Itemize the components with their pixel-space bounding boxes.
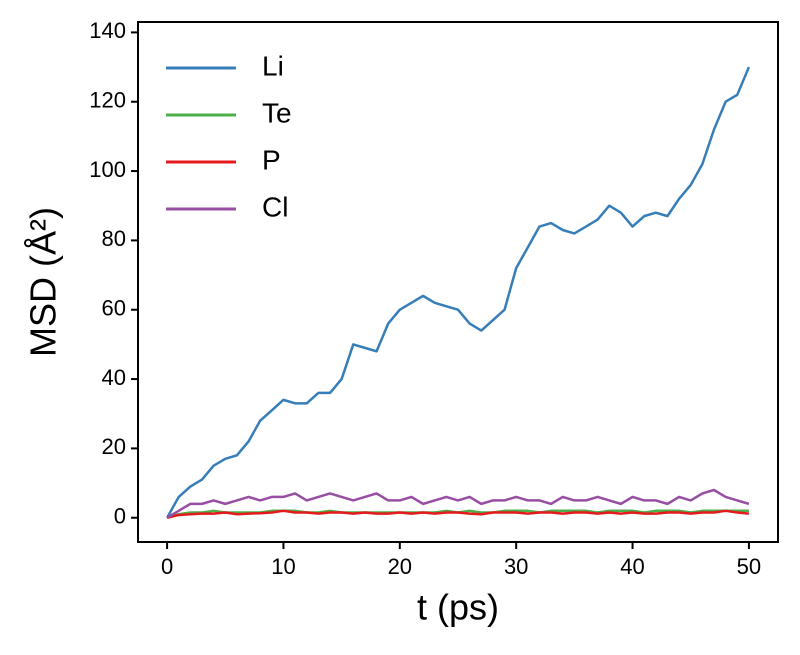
x-tick-label: 30 [504, 554, 528, 579]
x-tick-label: 10 [271, 554, 295, 579]
series-line [166, 509, 750, 519]
y-tick-label: 60 [102, 296, 126, 321]
series-line [166, 66, 751, 519]
x-tick-label: 20 [388, 554, 412, 579]
y-tick-label: 140 [89, 18, 126, 43]
y-axis-label: MSD (Å²) [23, 207, 64, 357]
x-tick-label: 0 [161, 554, 173, 579]
series-line [166, 488, 750, 519]
x-axis-label: t (ps) [417, 587, 499, 628]
y-tick-label: 20 [102, 434, 126, 459]
y-tick-label: 120 [89, 88, 126, 113]
legend-label: Li [262, 50, 284, 81]
legend-label: Te [262, 97, 292, 128]
y-tick-label: 100 [89, 157, 126, 182]
y-tick-label: 0 [114, 504, 126, 529]
legend-label: P [262, 144, 281, 175]
x-tick-label: 40 [620, 554, 644, 579]
x-tick-label: 50 [737, 554, 761, 579]
y-tick-label: 80 [102, 226, 126, 251]
plot-frame [137, 21, 779, 543]
y-tick-label: 40 [102, 365, 126, 390]
legend-label: Cl [262, 191, 288, 222]
